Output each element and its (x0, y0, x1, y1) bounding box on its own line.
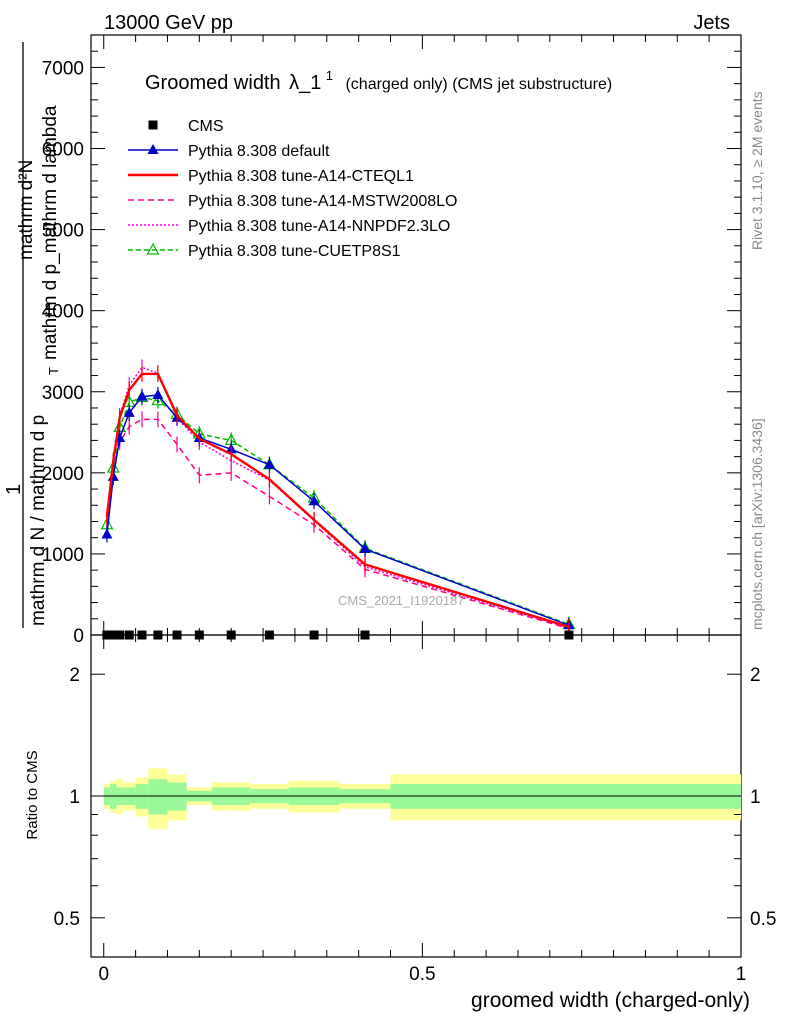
main-plot: 0 1000 2000 3000 4000 5000 6000 7000 (42, 34, 742, 647)
series-2-line (105, 372, 570, 629)
legend-entry-1-label: Pythia 8.308 default (188, 143, 330, 160)
ratio-y-tick-label-right: 0.5 (750, 909, 776, 930)
ratio-y-tick-label-right: 2 (750, 665, 761, 686)
y-tick-label: 2000 (42, 464, 84, 485)
legend-entry-0-label: CMS (188, 118, 224, 135)
legend: CMS Pythia 8.308 default Pythia 8.308 tune… (128, 118, 457, 260)
y-axis-label-den-sub: T (46, 367, 61, 375)
ratio-y-tick-label-right: 1 (750, 787, 761, 808)
legend-entry-1-marker (147, 144, 159, 154)
legend-entry-2-label: Pythia 8.308 tune-A14-CTEQL1 (188, 168, 414, 185)
header-right: Jets (693, 12, 730, 34)
y-tick-label: 4000 (42, 302, 84, 323)
series-1-point (101, 528, 113, 539)
rivet-version-text: Rivet 3.1.10, ≥ 2M events (749, 91, 765, 250)
y-tick-label: 3000 (42, 383, 84, 404)
y-tick-label: 1000 (42, 545, 84, 566)
ratio-y-tick-label: 1 (69, 787, 80, 808)
ratio-band-inner (167, 782, 187, 811)
y-axis-label: mathrm d²N mathrm d p_mathrm d lambda 1 … (3, 42, 61, 628)
series-1-point (152, 389, 164, 399)
plot-title-suffix: (charged only) (CMS jet substructure) (345, 76, 612, 93)
ratio-y-label: Ratio to CMS (24, 750, 41, 839)
x-tick-label: 1 (736, 964, 747, 985)
y-tick-label: 7000 (42, 58, 84, 79)
ratio-y-tick-label: 0.5 (54, 909, 80, 930)
ratio-y-tick-label: 2 (69, 665, 80, 686)
y-tick-label: 5000 (42, 221, 84, 242)
y-axis-label-top: mathrm d²N (16, 160, 37, 260)
y-tick-label: 6000 (42, 140, 84, 161)
series-1-point (308, 495, 320, 506)
x-axis-label: groomed width (charged-only) (471, 989, 750, 1012)
plot-title: Groomed width λ_1 1 (charged only) (CMS … (145, 67, 612, 94)
series-5-point (151, 393, 165, 406)
series-1-point (123, 406, 135, 417)
mcplots-text: mcplots.cern.ch [arXiv:1306.3436] (749, 418, 765, 630)
y-axis-label-den: mathrm d N / mathrm d p (28, 415, 49, 626)
x-tick-label: 0 (98, 964, 109, 985)
series-4-line (106, 366, 570, 629)
plot-title-lambda: λ_1 (289, 72, 321, 94)
legend-entry-0-marker (148, 120, 158, 130)
analysis-watermark: CMS_2021_I1920187 (338, 593, 465, 608)
header-left: 13000 GeV pp (104, 12, 233, 34)
legend-entry-3-label: Pythia 8.308 tune-A14-MSTW2008LO (188, 193, 457, 210)
ratio-plot: 0 0.5 1 0.5 0.5 1 1 2 2 (54, 635, 776, 985)
series-1-point (359, 543, 371, 554)
legend-entry-4-label: Pythia 8.308 tune-A14-NNPDF2.3LO (188, 218, 450, 235)
series-1-point (263, 458, 275, 469)
y-axis-label-top-2: mathrm d p_mathrm d lambda (40, 105, 61, 360)
y-axis-label-num: 1 (3, 484, 25, 495)
series-5-line (106, 396, 570, 626)
plot-title-main: Groomed width (145, 72, 281, 94)
legend-entry-5-marker (146, 242, 160, 255)
ratio-band-inner (148, 779, 168, 815)
series-1-point (136, 390, 148, 401)
plot-title-sup: 1 (326, 68, 333, 83)
legend-entry-5-label: Pythia 8.308 tune-CUETP8S1 (188, 243, 401, 260)
y-tick-label: 0 (73, 626, 84, 647)
x-tick-label: 0.5 (409, 964, 435, 985)
series-1-line (106, 394, 570, 626)
